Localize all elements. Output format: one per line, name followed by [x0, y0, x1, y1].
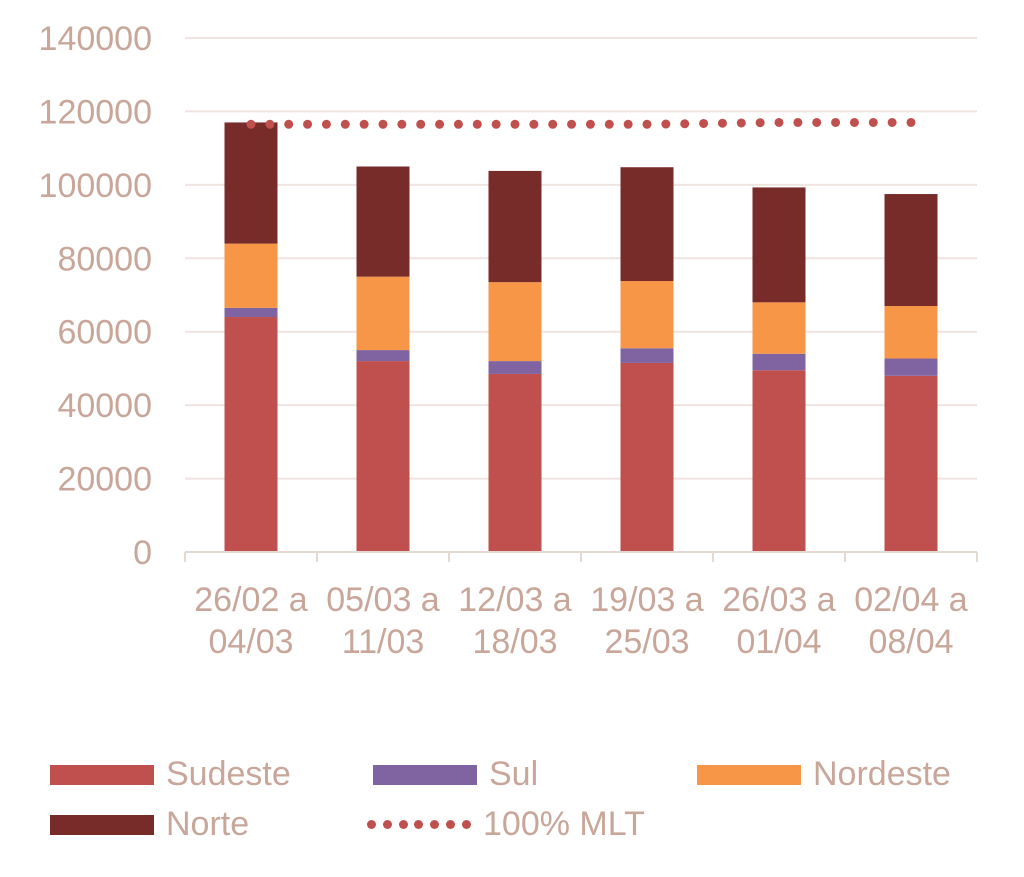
gridlines [185, 37, 977, 480]
bar-segment-nordeste [620, 281, 674, 349]
mlt-dot [321, 119, 331, 129]
bar-segment-norte [224, 122, 278, 244]
mlt-dot [453, 119, 463, 129]
y-tick-label: 100000 [39, 167, 152, 205]
bar-segment-sul [224, 307, 278, 318]
mlt-dot [642, 119, 652, 129]
mlt-dot [435, 119, 445, 129]
mlt-dot [774, 117, 784, 127]
mlt-dot [340, 119, 350, 129]
bar-segment-sul [356, 350, 410, 362]
bar-segment-norte [752, 187, 806, 303]
y-tick-label: 140000 [39, 20, 152, 58]
bar-segment-sudeste [224, 317, 278, 552]
bar-segment-nordeste [752, 302, 806, 354]
bar-segment-sul [488, 361, 542, 374]
y-tick-label: 120000 [39, 93, 152, 131]
mlt-dot [623, 119, 633, 129]
mlt-dot [529, 119, 539, 129]
x-tick-label: 18/03 [472, 623, 557, 661]
bar-segment-norte [356, 166, 410, 277]
mlt-dot [717, 118, 727, 128]
y-tick-label: 80000 [57, 240, 152, 278]
bar-segment-sudeste [620, 362, 674, 552]
mlt-dot [567, 119, 577, 129]
mlt-dot [868, 117, 878, 127]
mlt-dot [699, 118, 709, 128]
bars [224, 122, 938, 552]
mlt-dot [793, 117, 803, 127]
bar-segment-sudeste [752, 370, 806, 552]
mlt-dot [736, 118, 746, 128]
mlt-dot [284, 119, 294, 129]
mlt-dot [849, 117, 859, 127]
x-tick-label: 26/03 a [722, 581, 836, 619]
mlt-dot [397, 119, 407, 129]
mlt-dot [831, 117, 841, 127]
y-tick-label: 40000 [57, 387, 152, 425]
mlt-dot [906, 117, 916, 127]
bar-segment-sudeste [884, 375, 938, 552]
bar-segment-nordeste [356, 276, 410, 351]
bar-segment-norte [884, 194, 938, 307]
bar-segment-norte [620, 167, 674, 282]
x-axis: 26/02 a 04/03 05/03 a 11/03 12/03 a 18/03 19/0… [184, 551, 978, 661]
bar-segment-nordeste [224, 243, 278, 308]
bar-segment-norte [488, 170, 542, 283]
x-tick-label: 11/03 [342, 623, 425, 661]
x-tick-label: 12/03 a [458, 581, 572, 619]
x-tick-label: 02/04 a [854, 581, 968, 619]
mlt-dot [680, 119, 690, 129]
bar-segment-sul [752, 353, 806, 371]
x-tick-label: 26/02 a [194, 581, 308, 619]
bar-segment-nordeste [488, 282, 542, 362]
bar-segment-sul [620, 348, 674, 363]
x-tick-label: 04/03 [208, 623, 293, 661]
mlt-dot [604, 119, 614, 129]
mlt-dot [303, 119, 313, 129]
x-tick-label: 08/04 [868, 623, 953, 661]
mlt-line [246, 117, 916, 129]
mlt-dot [491, 119, 501, 129]
mlt-dot [472, 119, 482, 129]
x-tick-label: 25/03 [604, 623, 689, 661]
bar-segment-sul [884, 358, 938, 376]
mlt-dot [755, 118, 765, 128]
bar-segment-nordeste [884, 306, 938, 359]
mlt-dot [246, 119, 256, 129]
mlt-dot [265, 119, 275, 129]
mlt-dot [359, 119, 369, 129]
bar-segment-sudeste [488, 373, 542, 552]
x-tick-label: 19/03 a [590, 581, 704, 619]
mlt-dot [510, 119, 520, 129]
x-tick-label: 01/04 [736, 623, 821, 661]
y-tick-label: 60000 [57, 314, 152, 352]
mlt-dot [887, 117, 897, 127]
mlt-dot [661, 119, 671, 129]
y-tick-label: 0 [133, 534, 152, 572]
y-tick-label: 20000 [57, 461, 152, 499]
mlt-dot [378, 119, 388, 129]
mlt-dot [416, 119, 426, 129]
x-tick-label: 05/03 a [326, 581, 440, 619]
bar-segment-sudeste [356, 361, 410, 552]
mlt-dot [548, 119, 558, 129]
mlt-dot [585, 119, 595, 129]
mlt-dot [812, 117, 822, 127]
y-axis-ticks: 0 20000 40000 60000 80000 100000 120000 140000 [39, 20, 152, 572]
